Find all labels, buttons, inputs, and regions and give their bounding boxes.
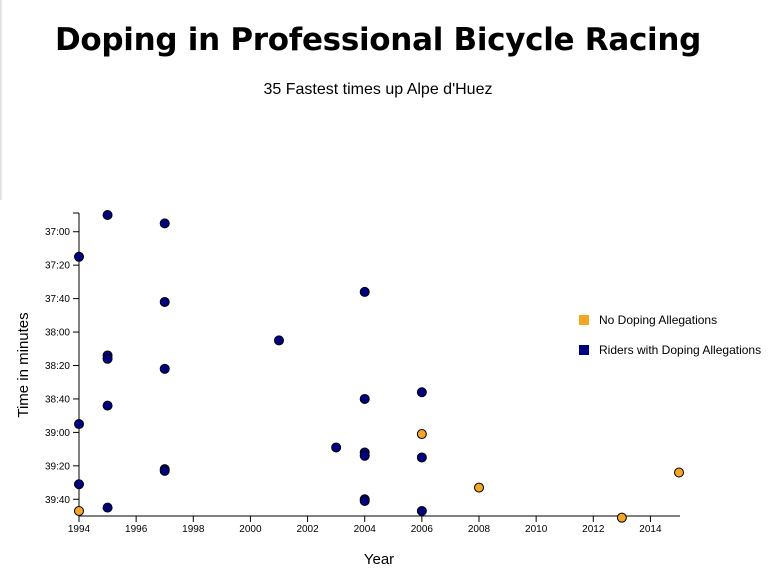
x-tick-label: 2008	[468, 524, 491, 535]
doping-rider-dot[interactable]	[359, 450, 370, 461]
doping-rider-dot[interactable]	[102, 210, 113, 220]
x-tick: 2006	[411, 516, 434, 535]
x-tick: 2012	[582, 516, 605, 535]
doping-rider-dot[interactable]	[416, 387, 427, 398]
x-axis: 1994 1996 1998 2000 2002 2004 2006 2008 2010 2012…	[68, 515, 680, 535]
x-tick: 1998	[182, 516, 205, 535]
doping-rider-dot[interactable]	[331, 442, 342, 453]
x-tick: 2008	[468, 516, 491, 535]
clean-rider-dot[interactable]	[416, 429, 427, 440]
x-tick: 2002	[296, 516, 319, 535]
doping-rider-dot[interactable]	[274, 335, 284, 346]
chart-subtitle: 35 Fastest times up Alpe d'Huez	[263, 81, 493, 98]
x-tick-label: 2004	[354, 524, 377, 535]
y-tick-label: 38:20	[45, 361, 70, 372]
doping-rider-dot[interactable]	[102, 353, 113, 364]
doping-rider-dot[interactable]	[102, 502, 113, 513]
doping-rider-dot[interactable]	[74, 479, 84, 490]
y-tick: 37:40	[45, 294, 79, 305]
x-tick: 2004	[354, 516, 377, 535]
x-tick-label: 1996	[125, 524, 148, 535]
x-tick-label: 1998	[182, 524, 205, 535]
y-tick-label: 38:00	[45, 328, 70, 339]
y-tick: 39:00	[45, 428, 79, 439]
y-tick: 37:20	[45, 261, 79, 272]
x-tick: 2014	[639, 516, 662, 535]
legend-label: Riders with Doping Allegations	[599, 343, 761, 357]
x-tick-label: 1994	[68, 524, 91, 535]
doping-rider-dot[interactable]	[159, 465, 170, 476]
x-tick-label: 2012	[582, 524, 605, 535]
y-axis: 37:00 37:20 37:40 38:00 38:20 38:40 39:00 39:20…	[45, 212, 80, 516]
window-edge-shadow	[0, 0, 3, 200]
legend-item: Riders with Doping Allegations	[579, 343, 761, 357]
x-tick-label: 2000	[239, 524, 262, 535]
legend-item: No Doping Allegations	[579, 313, 717, 327]
legend: No Doping Allegations Riders with Doping …	[579, 313, 761, 357]
doping-rider-dot[interactable]	[159, 363, 170, 374]
x-axis-title: Year	[364, 551, 394, 568]
x-tick: 2000	[239, 516, 262, 535]
doping-rider-dot[interactable]	[74, 251, 84, 262]
doping-rider-dot[interactable]	[359, 393, 370, 404]
y-tick-label: 38:40	[45, 394, 70, 405]
doping-rider-dot[interactable]	[159, 218, 170, 229]
clean-rider-dot[interactable]	[616, 512, 627, 523]
x-tick: 1994	[68, 516, 91, 535]
doping-rider-dot[interactable]	[416, 505, 427, 516]
x-tick-label: 2002	[296, 524, 319, 535]
chart-title: Doping in Professional Bicycle Racing	[54, 22, 702, 58]
y-tick: 38:00	[45, 328, 79, 339]
doping-rider-dot[interactable]	[102, 400, 113, 411]
y-tick-label: 37:20	[45, 261, 70, 272]
clean-rider-dot[interactable]	[674, 467, 684, 478]
x-tick-label: 2006	[411, 524, 434, 535]
legend-label: No Doping Allegations	[599, 313, 717, 327]
x-tick: 1996	[125, 516, 148, 535]
y-tick: 39:20	[45, 461, 79, 472]
doping-rider-dot[interactable]	[359, 495, 370, 506]
x-tick: 2010	[525, 516, 548, 535]
doping-rider-dot[interactable]	[159, 296, 170, 307]
legend-swatch	[579, 345, 589, 355]
y-tick-label: 37:40	[45, 294, 70, 305]
x-tick-label: 2010	[525, 524, 548, 535]
doping-rider-dot[interactable]	[74, 419, 84, 430]
y-tick: 39:40	[45, 495, 79, 506]
y-tick-label: 39:00	[45, 428, 70, 439]
legend-swatch	[579, 315, 589, 325]
x-tick-label: 2014	[639, 524, 662, 535]
y-tick: 37:00	[45, 227, 79, 238]
y-axis-title: Time in minutes	[15, 312, 32, 417]
y-tick-label: 39:40	[45, 495, 70, 506]
y-tick-label: 37:00	[45, 227, 70, 238]
data-points	[74, 210, 684, 523]
doping-rider-dot[interactable]	[416, 452, 427, 463]
y-tick: 38:20	[45, 361, 79, 372]
clean-rider-dot[interactable]	[474, 482, 484, 493]
doping-rider-dot[interactable]	[359, 286, 370, 297]
y-tick: 38:40	[45, 394, 79, 405]
y-tick-label: 39:20	[45, 461, 70, 472]
clean-rider-dot[interactable]	[74, 505, 84, 516]
